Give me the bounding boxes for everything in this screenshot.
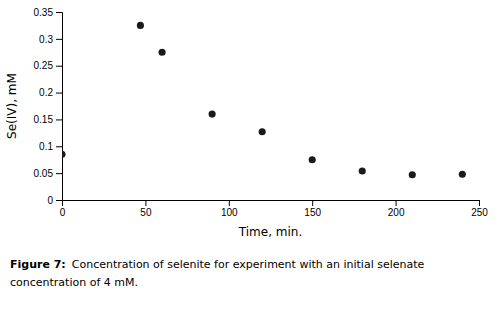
x-tick-mark (145, 200, 146, 206)
point (159, 49, 166, 56)
y-tick-mark (56, 119, 62, 120)
y-tick-label: 0.25 (34, 60, 54, 71)
x-tick-mark (229, 200, 230, 206)
y-tick: 0.35 (34, 7, 62, 18)
y-tick-label: 0.3 (39, 34, 53, 45)
x-tick-label: 250 (471, 207, 488, 218)
chart-svg: 0 50 100 150 200 250 0 0.05 0.1 0.15 0.2 0.25 0.3 0.3… (0, 0, 501, 310)
x-tick-mark (312, 200, 313, 206)
x-tick-mark (479, 200, 480, 206)
x-tick-mark (396, 200, 397, 206)
y-tick: 0 (47, 195, 62, 206)
point (62, 151, 66, 158)
y-tick-mark (56, 12, 62, 13)
x-tick: 50 (140, 200, 152, 218)
y-axis-title: Se(IV), mM (5, 73, 19, 139)
chart-container: 0 50 100 150 200 250 0 0.05 0.1 0.15 0.2 0.25 0.3 0.3… (0, 0, 501, 310)
caption-text: Concentration of selenite for experiment… (72, 258, 425, 271)
point (137, 22, 144, 29)
x-tick-label: 200 (388, 207, 405, 218)
x-axis: 0 50 100 150 200 250 (60, 200, 489, 218)
y-tick-mark (56, 93, 62, 94)
point (259, 128, 266, 135)
y-tick: 0.2 (39, 87, 62, 98)
x-tick-label: 50 (140, 207, 152, 218)
point (309, 156, 316, 163)
x-tick: 200 (388, 200, 405, 218)
y-tick-label: 0 (47, 195, 53, 206)
caption-text: concentration of 4 mM. (10, 276, 138, 289)
y-tick: 0.25 (34, 60, 62, 71)
y-tick-label: 0.35 (34, 7, 54, 18)
y-tick-mark (56, 173, 62, 174)
x-tick-label: 150 (304, 207, 321, 218)
y-tick: 0.3 (39, 34, 62, 45)
x-tick-label: 100 (221, 207, 238, 218)
point (409, 171, 416, 178)
y-tick-mark (56, 39, 62, 40)
caption-label: Figure 7: (10, 258, 66, 271)
points (62, 22, 466, 178)
x-tick: 0 (60, 200, 66, 218)
x-tick-label: 0 (60, 207, 66, 218)
y-tick-label: 0.1 (39, 141, 53, 152)
y-tick: 0.05 (34, 168, 62, 179)
x-axis-line (63, 201, 480, 207)
y-tick-mark (56, 66, 62, 67)
point (209, 110, 216, 117)
point (359, 167, 366, 174)
y-axis-line (56, 13, 63, 201)
y-tick-mark (56, 200, 62, 201)
y-tick-label: 0.2 (39, 87, 53, 98)
y-axis: 0 0.05 0.1 0.15 0.2 0.25 0.3 0.35 (34, 7, 63, 206)
y-tick-mark (56, 146, 62, 147)
x-tick: 100 (221, 200, 238, 218)
x-tick: 250 (471, 200, 488, 218)
point (459, 171, 466, 178)
x-axis-title: Time, min. (238, 225, 302, 239)
y-tick: 0.15 (34, 114, 62, 125)
y-tick-label: 0.15 (34, 114, 54, 125)
x-tick: 150 (304, 200, 321, 218)
y-tick: 0.1 (39, 141, 62, 152)
caption: Figure 7: Concentration of selenite for e… (10, 258, 425, 289)
y-tick-label: 0.05 (34, 168, 54, 179)
plot: 0 50 100 150 200 250 0 0.05 0.1 0.15 0.2 0.25 0.3 0.3… (5, 7, 488, 239)
